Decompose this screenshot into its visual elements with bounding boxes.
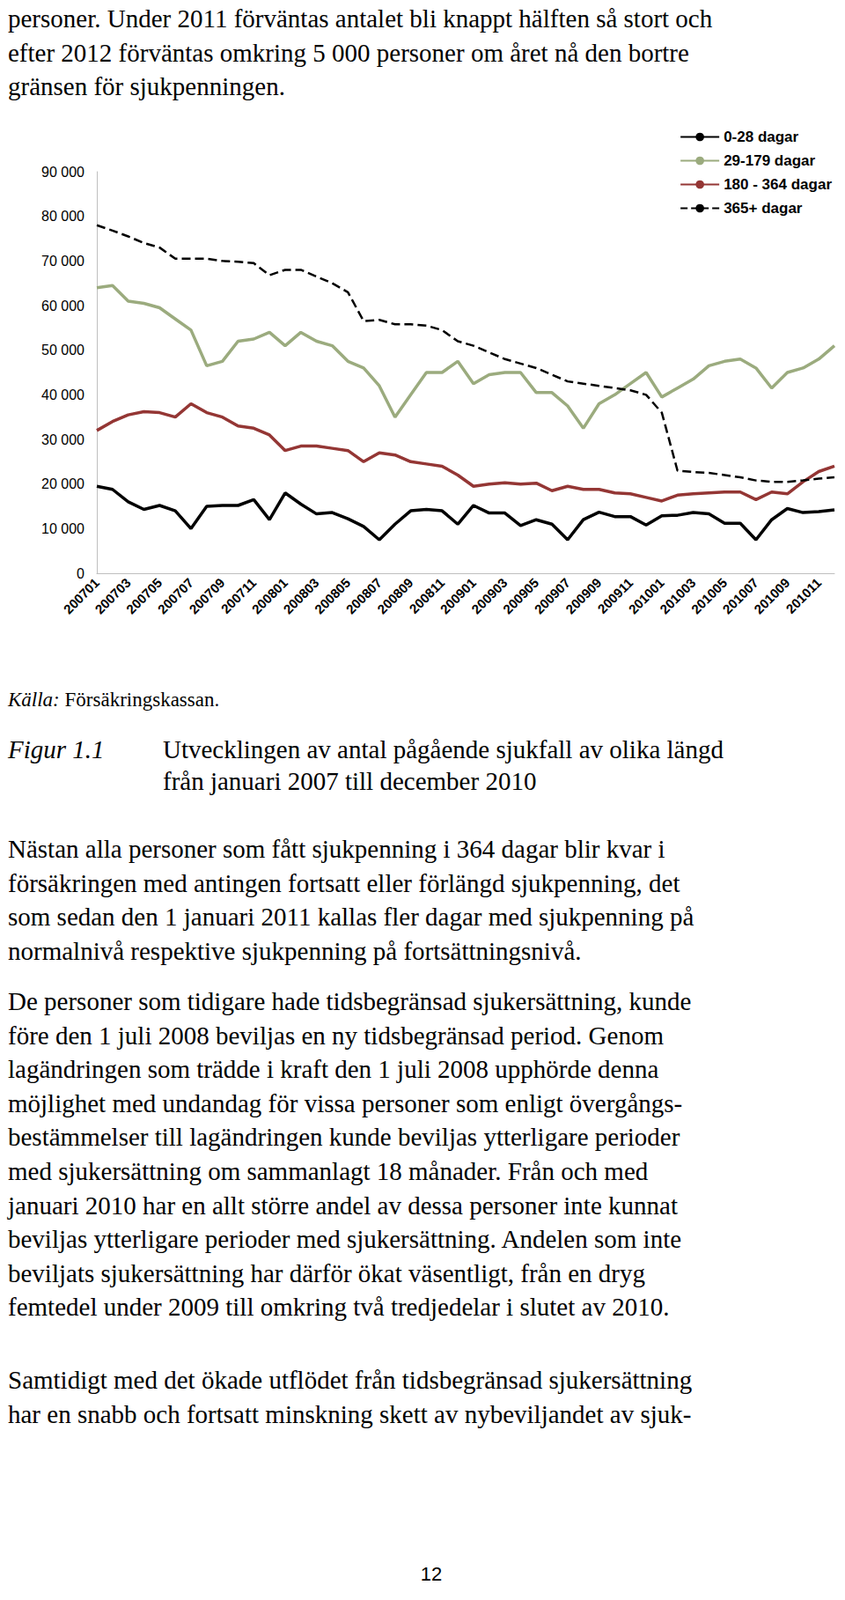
svg-text:60 000: 60 000 xyxy=(41,298,85,314)
svg-text:200905: 200905 xyxy=(499,574,542,617)
svg-text:201007: 201007 xyxy=(719,574,762,617)
html-text:beviljas ytterligare perioder: beviljas ytterligare perioder med sjuker… xyxy=(7,1224,682,1253)
html-text:personer. Under 2011 förväntas: personer. Under 2011 förväntas antalet b… xyxy=(7,4,713,33)
html-text:före den 1 juli 2008 beviljas: före den 1 juli 2008 beviljas en ny tids… xyxy=(7,1020,664,1049)
html-text:som sedan den 1 januari 2011 k: som sedan den 1 januari 2011 kallas fler… xyxy=(7,902,694,931)
svg-text:200907: 200907 xyxy=(531,574,573,617)
html-text:från januari 2007 till decembe: från januari 2007 till december 2010 xyxy=(162,766,537,795)
html-text:De personer som tidigare hade: De personer som tidigare hade tidsbegrän… xyxy=(7,986,692,1015)
svg-text:20 000: 20 000 xyxy=(41,476,85,492)
svg-text:200903: 200903 xyxy=(468,574,511,617)
svg-text:201001: 201001 xyxy=(625,574,668,617)
svg-text:80 000: 80 000 xyxy=(41,208,85,224)
html-text:januari 2010 har en allt störr: januari 2010 har en allt större andel av… xyxy=(7,1190,678,1219)
html-text:har en snabb och fortsatt mins: har en snabb och fortsatt minskning sket… xyxy=(7,1399,692,1428)
svg-text:365+ dagar: 365+ dagar xyxy=(723,199,803,217)
html-text:möjlighet med undandag för vis: möjlighet med undandag för vissa persone… xyxy=(7,1088,683,1117)
html-text:försäkringen med antingen fort: försäkringen med antingen fortsatt eller… xyxy=(7,868,680,897)
svg-text:200705: 200705 xyxy=(123,574,165,617)
svg-text:200801: 200801 xyxy=(248,574,291,617)
html-text:Samtidigt med det ökade utflöd: Samtidigt med det ökade utflödet från ti… xyxy=(7,1365,693,1394)
svg-text:200911: 200911 xyxy=(594,574,636,616)
svg-text:30 000: 30 000 xyxy=(41,432,85,448)
svg-text:0-28 dagar: 0-28 dagar xyxy=(723,128,799,146)
svg-text:200805: 200805 xyxy=(311,574,354,617)
html-text:Figur 1.1: Figur 1.1 xyxy=(7,734,105,764)
svg-text:200807: 200807 xyxy=(342,574,385,617)
html-text:Nästan alla personer som fått: Nästan alla personer som fått sjukpennin… xyxy=(7,834,666,863)
svg-text:200707: 200707 xyxy=(154,574,197,617)
html-text:med sjukersättning om sammanla: med sjukersättning om sammanlagt 18 måna… xyxy=(7,1156,649,1185)
svg-text:70 000: 70 000 xyxy=(41,253,85,269)
html-text:beviljats sjukersättning har d: beviljats sjukersättning har därför ökat… xyxy=(7,1258,646,1287)
svg-text:201009: 201009 xyxy=(750,574,793,617)
svg-text:50 000: 50 000 xyxy=(41,342,85,358)
html-text:Källa: Försäkringskassan.: Källa: Försäkringskassan. xyxy=(7,688,220,711)
html-text:femtedel under 2009 till omkri: femtedel under 2009 till omkring två tre… xyxy=(7,1292,670,1321)
svg-text:201011: 201011 xyxy=(782,574,824,617)
svg-text:10 000: 10 000 xyxy=(41,521,85,537)
svg-text:200909: 200909 xyxy=(562,574,604,617)
html-text:bestämmelser till lagändringen: bestämmelser till lagändringen kunde bev… xyxy=(7,1122,680,1151)
html-text:12: 12 xyxy=(420,1562,443,1585)
svg-text:40 000: 40 000 xyxy=(41,387,85,403)
html-text:normalnivå respektive sjukpenn: normalnivå respektive sjukpenning på for… xyxy=(7,936,582,965)
svg-text:200711: 200711 xyxy=(217,574,260,616)
svg-text:200811: 200811 xyxy=(406,574,448,616)
svg-text:200803: 200803 xyxy=(280,574,322,617)
html-text:lagändringen som trädde i kraf: lagändringen som trädde i kraft den 1 ju… xyxy=(7,1054,659,1083)
svg-text:200809: 200809 xyxy=(374,574,416,617)
svg-text:200703: 200703 xyxy=(91,574,134,617)
svg-text:200901: 200901 xyxy=(437,574,479,617)
html-text:efter 2012 förväntas omkring 5: efter 2012 förväntas omkring 5 000 perso… xyxy=(7,38,690,67)
svg-text:201003: 201003 xyxy=(656,574,699,617)
svg-text:200709: 200709 xyxy=(185,574,228,617)
svg-text:201005: 201005 xyxy=(688,574,730,617)
html-text:gränsen för sjukpenningen.: gränsen för sjukpenningen. xyxy=(7,72,286,101)
svg-text:29-179 dagar: 29-179 dagar xyxy=(723,152,816,169)
svg-text:90 000: 90 000 xyxy=(41,164,85,180)
html-text:Utvecklingen av antal pågående: Utvecklingen av antal pågående sjukfall … xyxy=(162,734,724,764)
svg-text:200701: 200701 xyxy=(60,574,103,617)
svg-text:180 - 364 dagar: 180 - 364 dagar xyxy=(723,176,832,193)
svg-text:0: 0 xyxy=(76,565,85,581)
